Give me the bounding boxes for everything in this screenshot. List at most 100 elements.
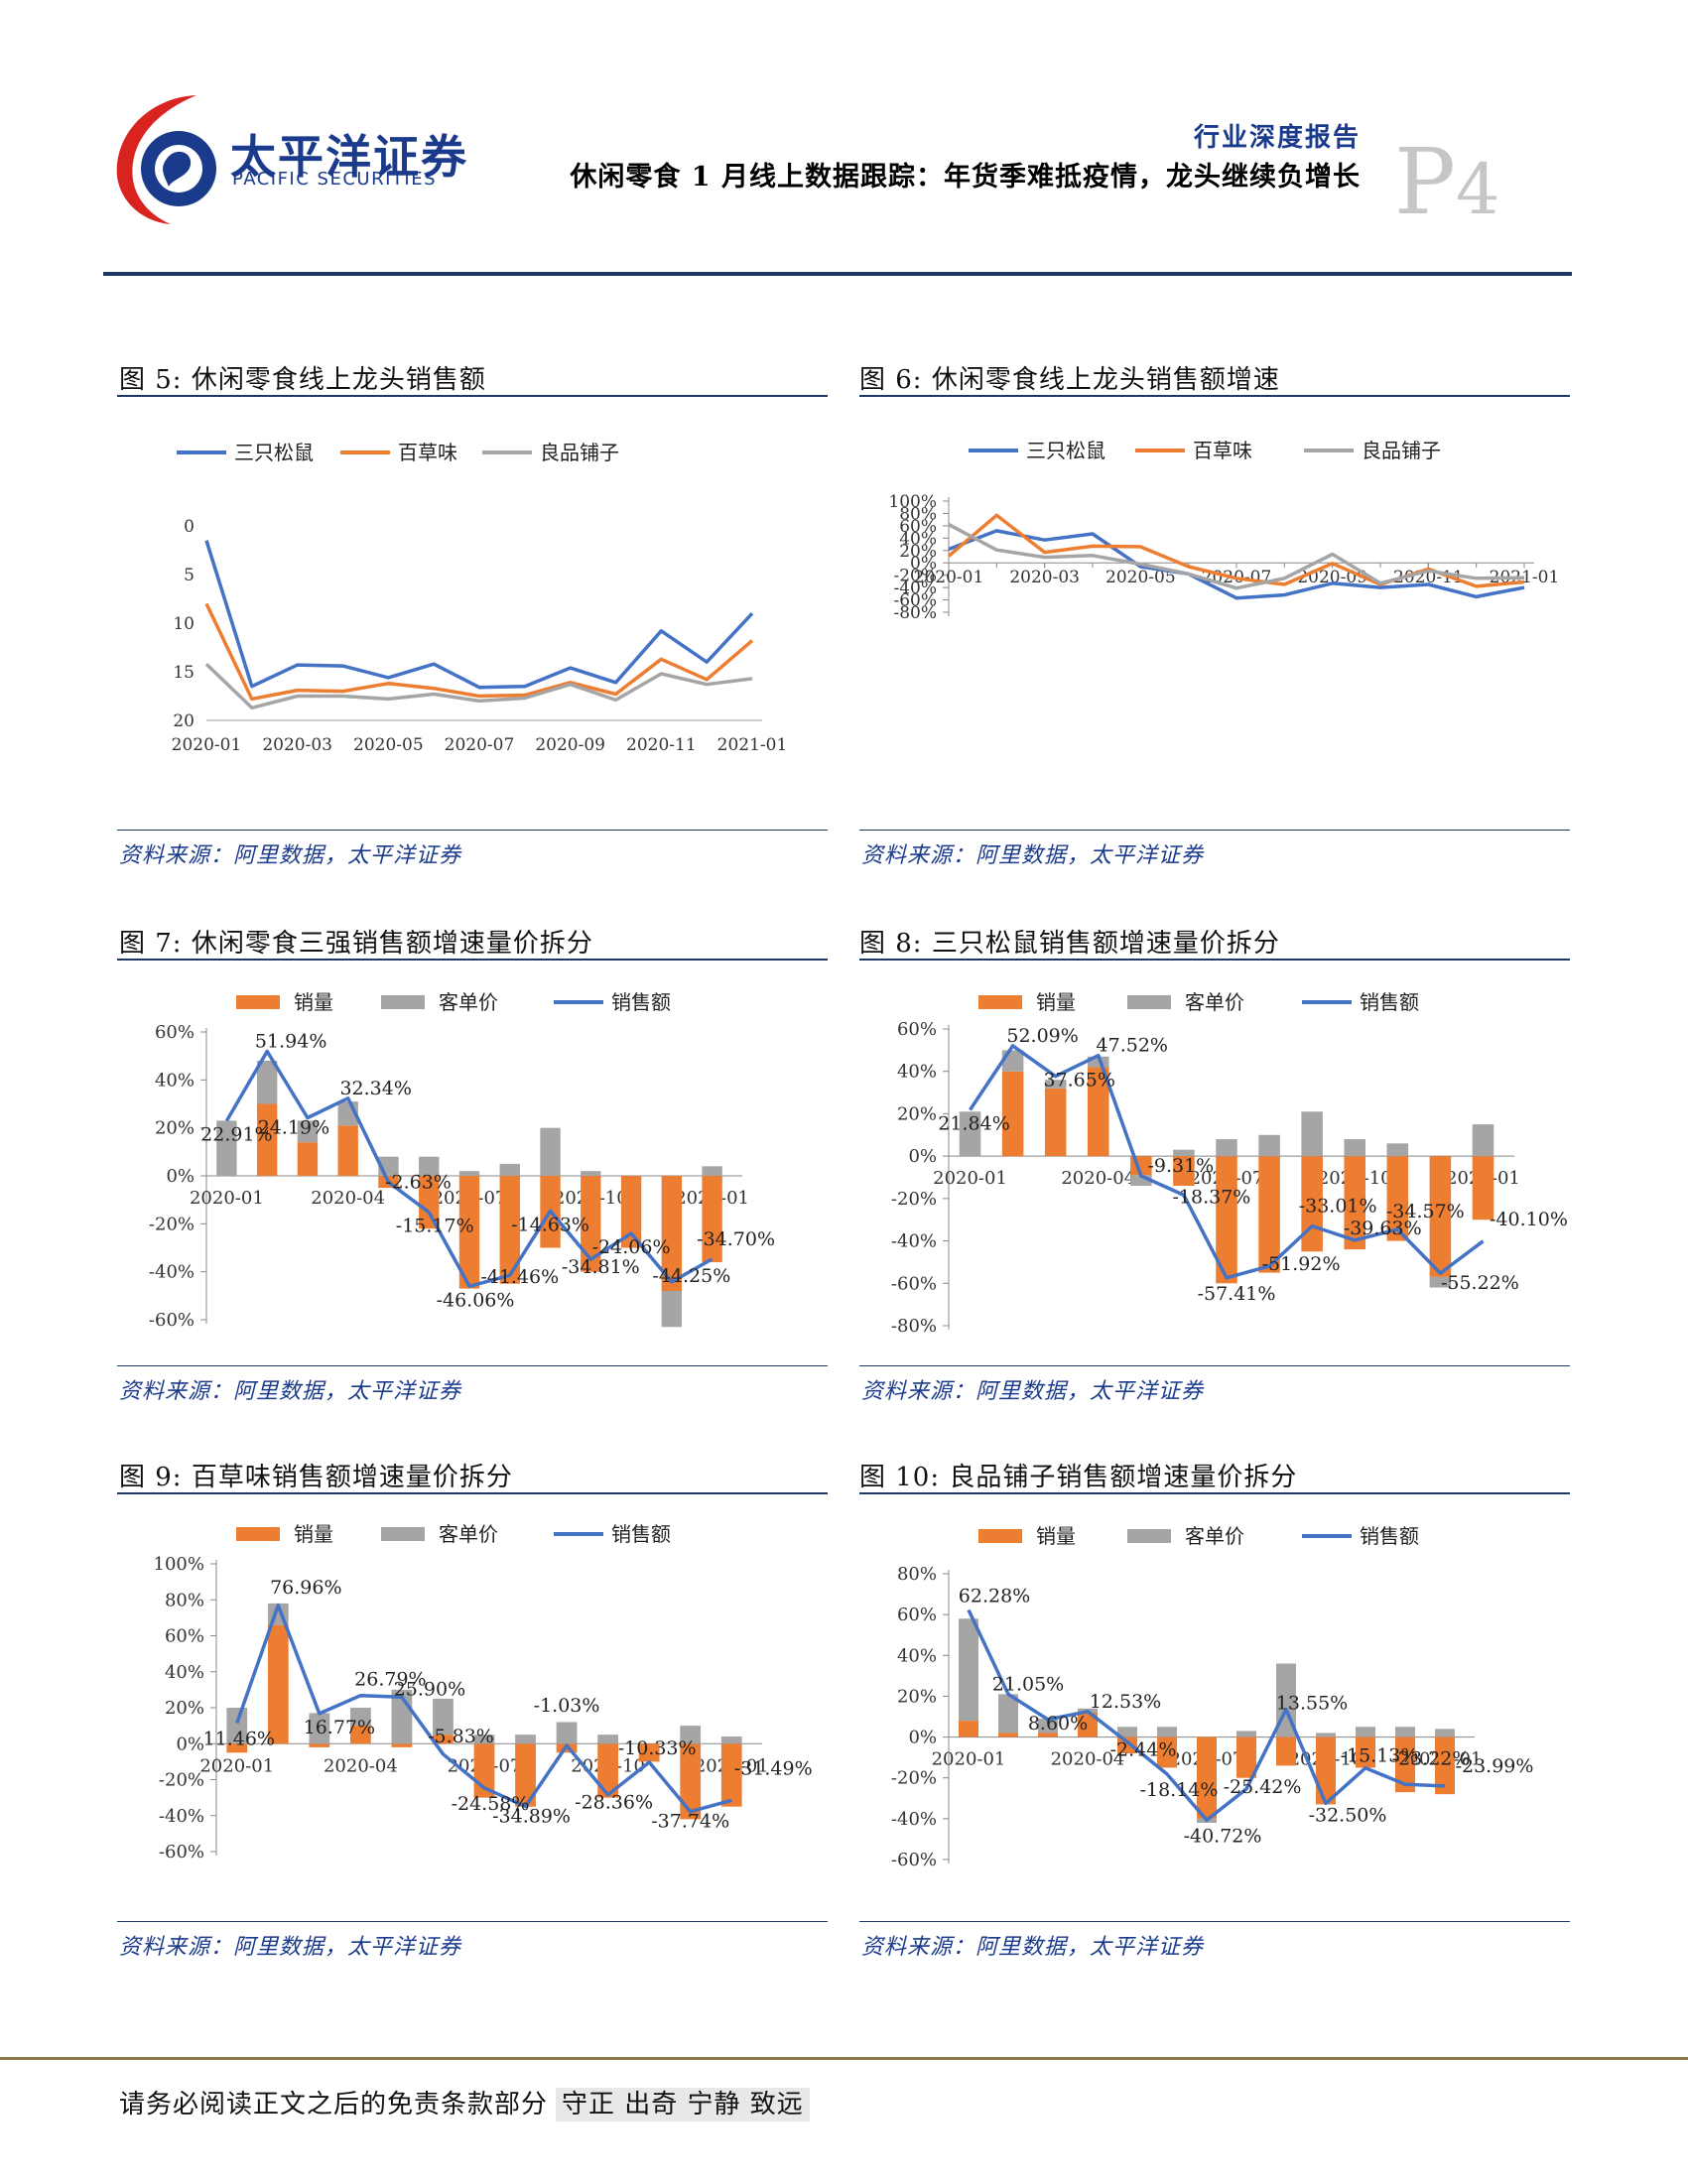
data-label: 76.96% xyxy=(270,1577,341,1599)
data-label: 16.77% xyxy=(304,1717,375,1738)
data-label: -34.70% xyxy=(697,1228,775,1250)
data-label: -9.31% xyxy=(1147,1155,1214,1177)
footer-rule xyxy=(0,2057,1688,2060)
bar-price xyxy=(1395,1727,1415,1737)
bar-volume xyxy=(1078,1712,1098,1737)
y-tick-label: 40% xyxy=(897,1645,937,1666)
legend-label-2: 百草味 xyxy=(1193,439,1252,462)
page-letter: P xyxy=(1394,129,1456,235)
bar-volume xyxy=(256,1103,278,1176)
data-label: -2.44% xyxy=(1110,1739,1177,1761)
bar-volume xyxy=(391,1743,413,1747)
x-tick-label: 2021-01 xyxy=(717,735,788,755)
bar-volume xyxy=(680,1743,702,1820)
bar-price xyxy=(499,1163,520,1176)
y-tick-label: -40% xyxy=(891,1809,937,1830)
bar-volume xyxy=(1044,1088,1067,1157)
bar-volume xyxy=(1258,1156,1280,1273)
figure-10-title: 图 10: 良品铺子销售额增速量价拆分 xyxy=(859,1463,1298,1492)
bar-volume xyxy=(638,1743,660,1762)
bar-volume xyxy=(350,1726,371,1744)
bar-volume xyxy=(1386,1156,1409,1241)
data-label: -18.37% xyxy=(1172,1186,1250,1208)
legend-label-2: 客单价 xyxy=(1185,1524,1244,1548)
footer-motto: 守正 出奇 宁静 致远 xyxy=(556,2088,810,2121)
bar-price xyxy=(1216,1139,1237,1157)
y-tick-label: -20% xyxy=(149,1214,195,1234)
x-tick-label: 2020-01 xyxy=(914,568,984,587)
y-tick-label: -40% xyxy=(159,1806,204,1827)
data-label: -57.41% xyxy=(1198,1283,1276,1305)
bar-volume xyxy=(1276,1736,1296,1766)
bar-volume xyxy=(1236,1736,1256,1778)
figure-7-source-rule xyxy=(117,1365,828,1366)
x-tick-label: 2020-01 xyxy=(190,1188,264,1209)
y-tick-label: 80% xyxy=(165,1590,204,1610)
bar-price xyxy=(702,1166,722,1176)
y-tick-label: -60% xyxy=(893,591,937,611)
data-label: -18.14% xyxy=(1140,1779,1219,1801)
data-label: -23.99% xyxy=(1456,1755,1534,1777)
figure-6-source-rule xyxy=(859,830,1570,831)
y-tick-label: -60% xyxy=(149,1310,195,1331)
bar-price xyxy=(256,1061,278,1104)
y-tick-label: 40% xyxy=(165,1662,204,1683)
y-tick-label: -20% xyxy=(891,1189,937,1210)
data-label: -39.63% xyxy=(1344,1218,1422,1239)
bar-volume xyxy=(1356,1736,1375,1768)
bar-volume xyxy=(433,1734,454,1744)
bar-volume xyxy=(1395,1736,1415,1793)
bar-volume xyxy=(1001,1071,1024,1157)
x-tick-label: 2020-04 xyxy=(1051,1749,1125,1770)
legend-label-1: 销量 xyxy=(294,990,333,1014)
bar-volume xyxy=(597,1743,618,1798)
data-label: -55.22% xyxy=(1441,1272,1519,1294)
data-label: -10.33% xyxy=(618,1737,697,1759)
y-tick-label: 0% xyxy=(908,1146,937,1167)
legend-label-3: 良品铺子 xyxy=(540,441,619,464)
bar-volume xyxy=(661,1176,683,1291)
x-tick-label: 2020-05 xyxy=(1105,568,1176,587)
bar-price xyxy=(226,1708,248,1744)
y-tick-label: 40% xyxy=(899,529,937,549)
data-label: 24.19% xyxy=(258,1117,329,1139)
legend-label-3: 销售额 xyxy=(1360,990,1419,1014)
x-tick-label: 2020-01 xyxy=(933,1168,1007,1189)
bar-volume xyxy=(620,1176,642,1248)
y-tick-label: -20% xyxy=(893,567,937,586)
legend-label-2: 客单价 xyxy=(439,1522,498,1546)
figure-7-rule xyxy=(117,959,828,961)
y-tick-label: -60% xyxy=(891,1273,937,1294)
figure-9-source: 资料来源：阿里数据，太平洋证券 xyxy=(119,1935,462,1960)
bar-price xyxy=(1038,1719,1058,1734)
legend-label-1: 销量 xyxy=(1036,990,1076,1014)
bar-price xyxy=(556,1722,578,1744)
data-label: -32.50% xyxy=(1309,1804,1387,1826)
data-label: -33.01% xyxy=(1299,1196,1377,1218)
y-tick-label: -40% xyxy=(149,1262,195,1283)
data-label: 25.90% xyxy=(394,1678,465,1700)
legend-label-3: 销售额 xyxy=(611,990,671,1014)
bar-price xyxy=(1316,1733,1336,1737)
data-label: 8.60% xyxy=(1028,1713,1088,1734)
x-tick-label: 2020-04 xyxy=(1061,1168,1135,1189)
bar-price xyxy=(959,1111,981,1157)
bar-price xyxy=(1435,1729,1455,1737)
bar-volume xyxy=(702,1176,722,1262)
y-tick-label: 20% xyxy=(897,1103,937,1124)
legend-swatch-1 xyxy=(978,1529,1022,1543)
bar-price xyxy=(350,1708,371,1727)
report-type: 行业深度报告 xyxy=(1193,123,1361,153)
x-tick-label: 2020-03 xyxy=(1009,568,1080,587)
legend-label-2: 客单价 xyxy=(1185,990,1244,1014)
bar-price xyxy=(720,1736,742,1744)
data-label: 47.52% xyxy=(1097,1035,1168,1057)
data-label: 37.65% xyxy=(1043,1070,1114,1092)
legend-label-1: 三只松鼠 xyxy=(1026,439,1105,462)
legend-swatch-2 xyxy=(1127,1529,1171,1543)
data-label: -25.42% xyxy=(1224,1776,1302,1798)
y-tick-label: 60% xyxy=(899,517,937,537)
bar-price xyxy=(1157,1727,1177,1737)
bar-price xyxy=(419,1156,440,1176)
y-tick-label: -20% xyxy=(891,1768,937,1789)
